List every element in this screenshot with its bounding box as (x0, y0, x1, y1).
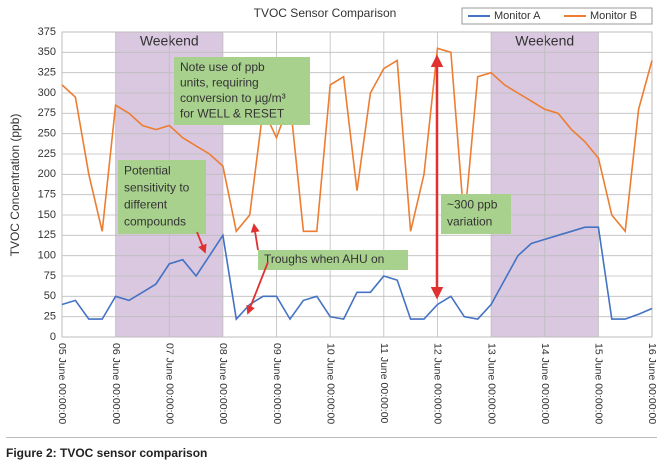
x-tick-label: 16 June 00:00:00 (646, 343, 658, 424)
annotation-box (441, 194, 511, 234)
annotation-box (118, 160, 206, 234)
y-tick-label: 175 (38, 189, 56, 201)
annotation-text: units, requiring (180, 75, 259, 89)
series-line (61, 47, 653, 234)
chart-title: TVOC Sensor Comparison (254, 6, 397, 20)
divider (6, 437, 657, 438)
annotation-text: ~300 ppb (447, 198, 498, 212)
arrow (196, 231, 207, 254)
y-tick-label: 250 (38, 128, 56, 140)
y-tick-label: 275 (38, 107, 56, 119)
x-tick-label: 05 June 00:00:00 (56, 343, 68, 424)
annotation-text: Potential (124, 164, 171, 178)
arrow (246, 261, 269, 315)
x-tick-label: 07 June 00:00:00 (163, 343, 175, 424)
y-axis-label: TVOC Concentration (ppb) (8, 114, 22, 257)
y-tick-label: 375 (38, 26, 56, 38)
y-tick-label: 150 (38, 209, 56, 221)
annotation-box (258, 250, 408, 270)
annotation-text: for WELL & RESET (180, 106, 285, 120)
annotation-text: conversion to µg/m³ (180, 91, 286, 105)
y-tick-label: 225 (38, 148, 56, 160)
y-tick-label: 350 (38, 46, 56, 58)
x-tick-label: 08 June 00:00:00 (217, 343, 229, 424)
y-tick-label: 325 (38, 67, 56, 79)
y-tick-label: 100 (38, 250, 56, 262)
annotation-text: sensitivity to (124, 181, 190, 195)
y-tick-label: 50 (44, 290, 56, 302)
y-tick-label: 75 (44, 270, 56, 282)
legend-label: Monitor B (590, 10, 637, 22)
annotation-text: Troughs when AHU on (264, 252, 384, 266)
x-tick-label: 11 June 00:00:00 (378, 343, 390, 424)
annotation-text: compounds (124, 215, 186, 229)
y-tick-label: 25 (44, 311, 56, 323)
annotation-text: variation (447, 215, 492, 229)
chart: TVOC Sensor Comparison TVOC Concentratio… (8, 6, 658, 424)
y-tick-label: 200 (38, 168, 56, 180)
x-tick-label: 13 June 00:00:00 (485, 343, 497, 424)
legend-box (461, 7, 653, 25)
caption: Figure 2: TVOC sensor comparison (6, 446, 208, 460)
x-tick-label: 09 June 00:00:00 (271, 343, 283, 424)
x-tick-label: 15 June 00:00:00 (593, 343, 605, 424)
x-tick-label: 06 June 00:00:00 (110, 343, 122, 424)
annotation-text: Note use of ppb (180, 60, 265, 74)
arrow (250, 223, 260, 251)
legend-label: Monitor A (494, 10, 541, 22)
x-tick-label: 14 June 00:00:00 (539, 343, 551, 424)
x-tick-label: 10 June 00:00:00 (324, 343, 336, 424)
series-line (61, 226, 653, 321)
annotation-box (174, 57, 310, 125)
y-tick-label: 125 (38, 229, 56, 241)
y-tick-label: 0 (50, 331, 56, 343)
plot-frame (61, 31, 653, 338)
x-tick-label: 12 June 00:00:00 (432, 343, 444, 424)
y-tick-label: 300 (38, 87, 56, 99)
annotation-text: different (124, 198, 168, 212)
